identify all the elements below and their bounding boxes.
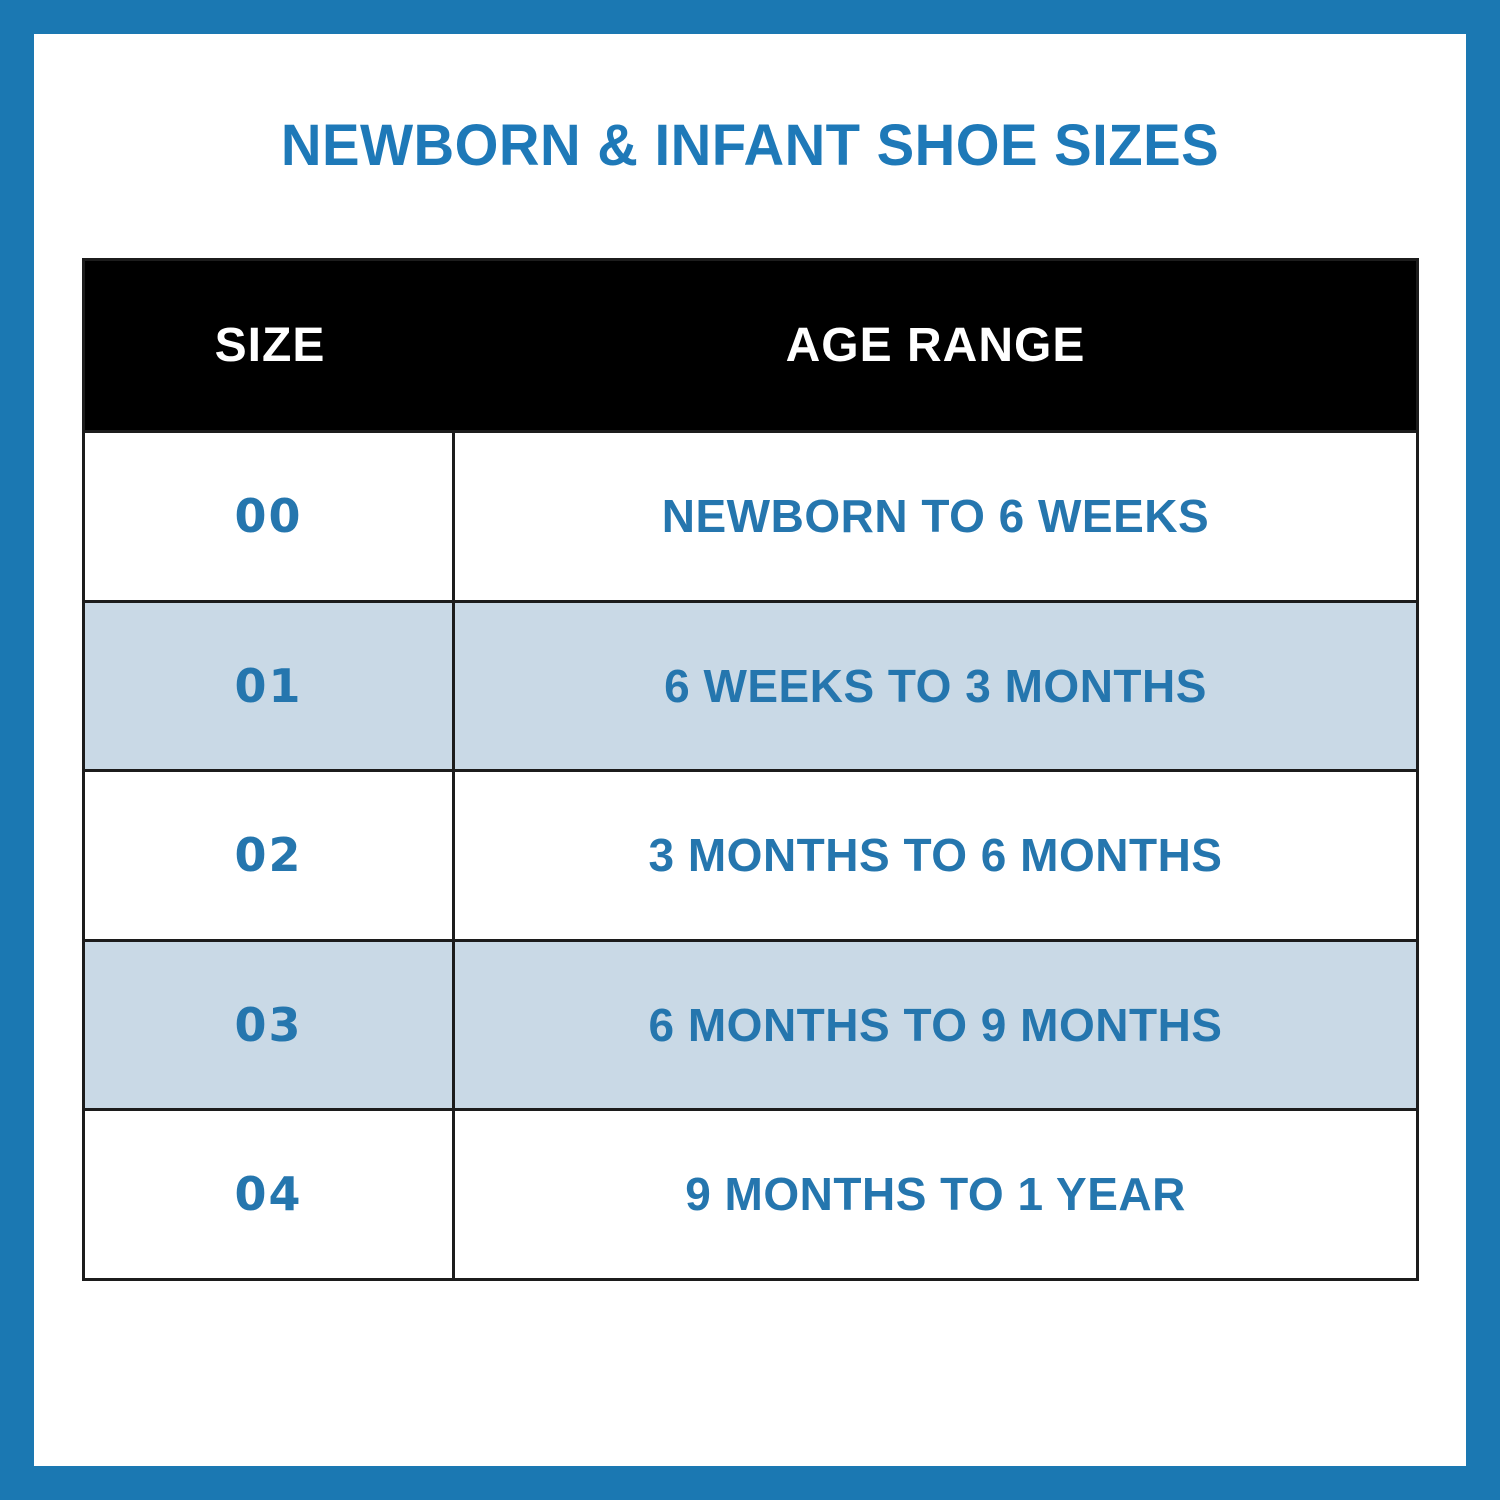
size-cell: 01	[85, 602, 455, 769]
age-range-cell: 3 MONTHS TO 6 MONTHS	[648, 829, 1223, 882]
content-panel: NEWBORN & INFANT SHOE SIZES SIZE AGE RAN…	[34, 34, 1466, 1466]
size-cell: 00	[85, 433, 455, 600]
table-row: 01 6 WEEKS TO 3 MONTHS	[85, 599, 1416, 769]
column-header-age-range: AGE RANGE	[785, 319, 1086, 372]
table-row: 00 NEWBORN TO 6 WEEKS	[85, 430, 1416, 600]
size-chart-table: SIZE AGE RANGE 00 NEWBORN TO 6 WEEKS 01 6 W…	[82, 258, 1419, 1281]
age-range-cell: NEWBORN TO 6 WEEKS	[661, 490, 1210, 543]
table-row: 02 3 MONTHS TO 6 MONTHS	[85, 769, 1416, 939]
size-cell: 03	[85, 941, 455, 1108]
table-row: 03 6 MONTHS TO 9 MONTHS	[85, 938, 1416, 1108]
age-range-cell: 6 MONTHS TO 9 MONTHS	[648, 998, 1223, 1051]
age-range-cell: 9 MONTHS TO 1 YEAR	[685, 1168, 1186, 1221]
column-header-size: SIZE	[214, 319, 326, 372]
size-cell: 02	[85, 772, 455, 939]
age-range-cell: 6 WEEKS TO 3 MONTHS	[664, 659, 1207, 712]
table-row: 04 9 MONTHS TO 1 YEAR	[85, 1108, 1416, 1278]
table-body: 00 NEWBORN TO 6 WEEKS 01 6 WEEKS TO 3 MONTH…	[85, 430, 1416, 1278]
table-header-row: SIZE AGE RANGE	[85, 261, 1416, 430]
page-title: NEWBORN & INFANT SHOE SIZES	[280, 113, 1220, 178]
size-cell: 04	[85, 1111, 455, 1278]
